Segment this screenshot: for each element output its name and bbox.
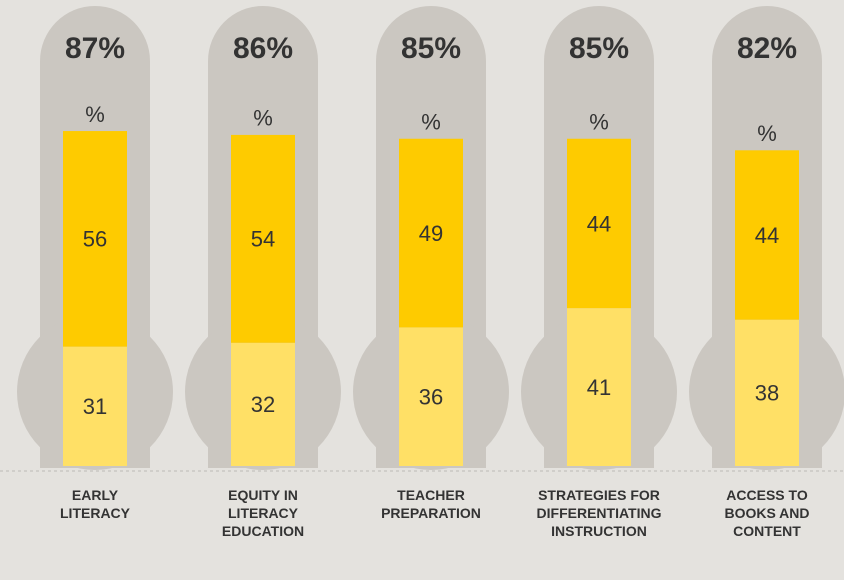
- data-label: 32: [251, 392, 275, 417]
- bar-segment: [399, 327, 463, 466]
- total-label: 87%: [65, 32, 125, 65]
- bar-segment: [735, 319, 799, 466]
- bar-segment: [567, 308, 631, 466]
- unit-label: %: [253, 106, 273, 131]
- category-label: STRATEGIES FOR DIFFERENTIATING INSTRUCTI…: [536, 487, 662, 539]
- bar-segment: [567, 138, 631, 309]
- bar-segment: [231, 134, 295, 343]
- unit-label: %: [85, 102, 105, 127]
- data-label: 44: [587, 211, 611, 236]
- data-label: 56: [83, 227, 107, 252]
- bar-segment: [63, 131, 127, 347]
- data-label: 41: [587, 375, 611, 400]
- category-label: EQUITY IN LITERACY EDUCATION: [221, 487, 305, 539]
- data-label: 36: [419, 385, 443, 410]
- data-label: 44: [755, 223, 779, 248]
- data-label: 31: [83, 394, 107, 419]
- category-label: TEACHER PREPARATION: [381, 487, 481, 521]
- bar-segment: [399, 138, 463, 328]
- bar-segment: [63, 346, 127, 466]
- data-label: 38: [755, 381, 779, 406]
- category-label: ACCESS TO BOOKS AND CONTENT: [724, 487, 810, 539]
- data-label: 49: [419, 221, 443, 246]
- category-label: EARLY LITERACY: [60, 487, 130, 521]
- unit-label: %: [757, 121, 777, 146]
- unit-label: %: [589, 110, 609, 135]
- unit-label: %: [421, 110, 441, 135]
- total-label: 85%: [401, 32, 461, 65]
- bar-segment: [735, 150, 799, 320]
- total-label: 85%: [569, 32, 629, 65]
- total-label: 86%: [233, 32, 293, 65]
- data-label: 54: [251, 227, 275, 252]
- total-label: 82%: [737, 32, 797, 65]
- bar-segment: [231, 342, 295, 466]
